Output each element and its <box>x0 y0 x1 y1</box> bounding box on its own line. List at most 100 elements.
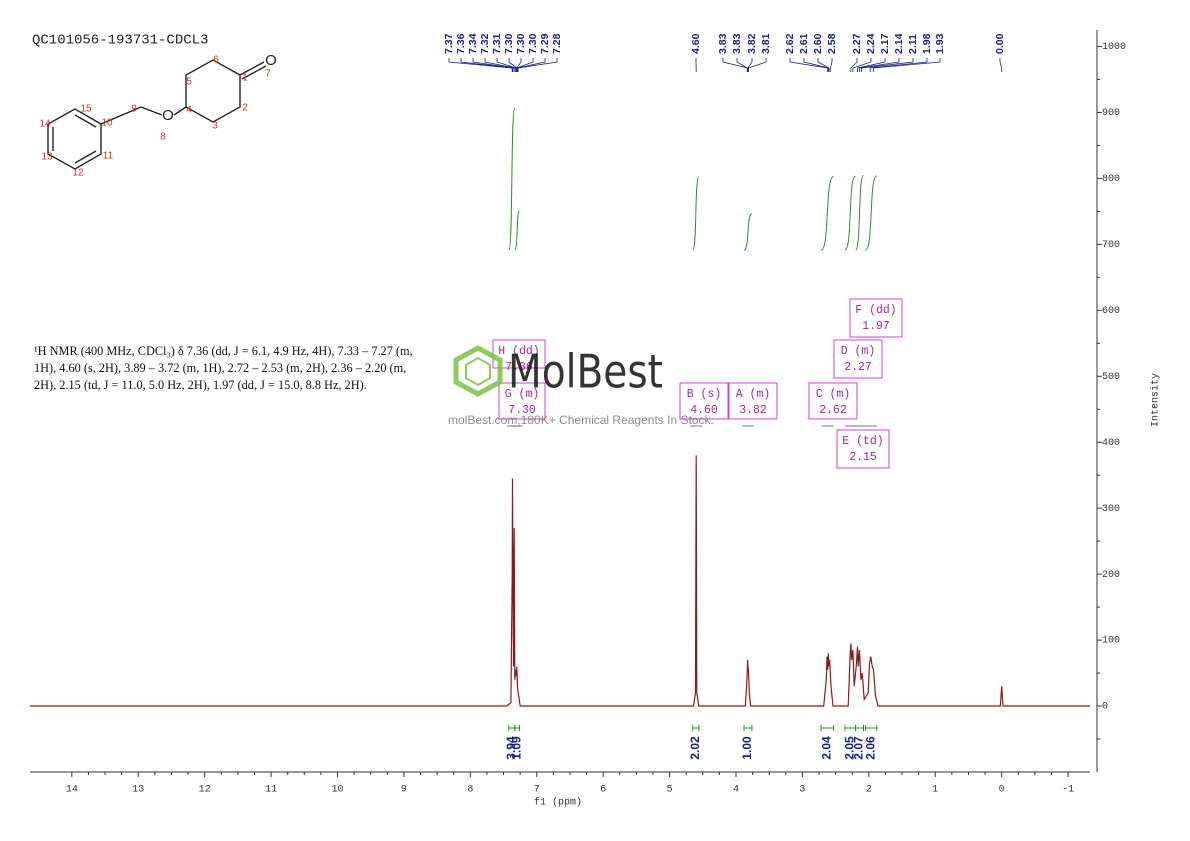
multiplet-box <box>849 298 903 338</box>
peak-pointer <box>722 58 748 72</box>
multiplet-shift: 2.62 <box>819 404 847 417</box>
x-tick-label: 9 <box>401 785 407 796</box>
peak-pointer <box>747 58 753 72</box>
atom: O <box>265 52 277 69</box>
multiplet-box <box>728 382 778 420</box>
atom-label: 7 <box>265 69 271 80</box>
multiplet-box <box>808 382 858 420</box>
x-tick-label: 3 <box>799 785 805 796</box>
integral-bracket <box>844 725 857 731</box>
y-tick-label: 700 <box>1102 240 1120 251</box>
integral-label: 1.09 <box>509 736 523 760</box>
multiplet-shift: 2.27 <box>844 361 872 374</box>
peak-pointer <box>869 58 928 72</box>
y-tick-label: 200 <box>1102 570 1120 581</box>
integral-label: 2.06 <box>863 736 877 760</box>
y-tick-label: 800 <box>1102 174 1120 185</box>
watermark-subtext: molBest.com,180K+ Chemical Reagents In S… <box>448 413 714 427</box>
x-tick-label: 2 <box>866 785 872 796</box>
x-tick-label: 11 <box>265 785 277 796</box>
peak-pointer <box>850 58 858 72</box>
multiplet-shift: 2.15 <box>849 451 877 464</box>
integral-bracket <box>514 725 520 731</box>
peak-pointer <box>873 58 941 72</box>
peak-pointer <box>496 58 517 72</box>
structure <box>47 59 267 170</box>
peak-label: 3.82 <box>746 33 758 54</box>
peak-label: 7.31 <box>491 33 503 54</box>
integral-label: 2.04 <box>819 736 833 760</box>
multiplet-box <box>836 429 890 469</box>
peak-label: 7.34 <box>467 33 479 54</box>
atom-label: 1 <box>242 73 248 84</box>
watermark-icon <box>465 356 491 387</box>
peak-label: 7.36 <box>455 33 467 54</box>
peak-pointer <box>517 58 558 72</box>
x-tick-label: 0 <box>999 785 1005 796</box>
marks: 14 13 12 11 10 9 8 7 6 5 4 3 2 1 0 -1010020030040050060… <box>30 33 1126 796</box>
peak-pointer <box>803 58 829 72</box>
peak-label: 2.11 <box>907 34 919 54</box>
integral-curve <box>514 210 520 251</box>
peak-label: 7.30 <box>503 33 515 54</box>
atom-label: 14 <box>39 119 51 130</box>
integral-bracket <box>508 725 516 731</box>
y-tick-label: 900 <box>1102 108 1120 119</box>
x-tick-label: 6 <box>600 785 606 796</box>
peak-label: 7.29 <box>539 33 551 54</box>
atom-label: 9 <box>131 104 137 115</box>
peak-pointer <box>999 58 1003 72</box>
atom-label: 2 <box>242 103 248 114</box>
integral-label: 2.02 <box>688 736 702 760</box>
x-tick-label: -1 <box>1062 785 1074 796</box>
watermark-text: MolBest <box>508 345 663 399</box>
multiplet-name: E (td) <box>842 435 883 448</box>
integral-bracket <box>820 725 835 731</box>
peak-label: 2.62 <box>784 33 796 54</box>
x-axis-label: f1 (ppm) <box>534 797 582 809</box>
peak-label: 2.60 <box>812 33 824 54</box>
atom-label: 15 <box>80 104 92 115</box>
multiplet-name: H (dd) <box>498 345 539 358</box>
y-tick-label: 0 <box>1102 702 1108 713</box>
bond <box>100 106 142 125</box>
integral-bracket <box>743 725 753 731</box>
x-tick-label: 13 <box>132 785 144 796</box>
atoms: O O 1 2 3 4 5 6 7 8 9 10 11 12 13 14 15 <box>39 52 276 179</box>
peak-pointer <box>829 58 833 72</box>
atom-label: 10 <box>101 118 113 129</box>
y-axis-label: Intensity <box>1150 373 1162 427</box>
peak-pointer <box>857 58 886 72</box>
watermark-icon <box>453 345 503 397</box>
integral-curve <box>508 107 516 251</box>
y-tick-label: 400 <box>1102 438 1120 449</box>
bond <box>173 106 187 116</box>
atom-label: 6 <box>213 55 219 66</box>
integral-curve <box>844 175 857 251</box>
atom-label: 3 <box>212 121 218 132</box>
bond <box>74 150 97 164</box>
peak-label: 3.83 <box>717 33 729 54</box>
spectrum-line <box>30 455 1090 707</box>
bond <box>47 108 102 170</box>
integral-curve <box>743 213 753 251</box>
y-tick-label: 100 <box>1102 636 1120 647</box>
bond <box>239 61 265 76</box>
x-tick-label: 7 <box>534 785 540 796</box>
atom-label: 12 <box>72 168 84 179</box>
y-tick-label: 600 <box>1102 306 1120 317</box>
x-tick-label: 1 <box>932 785 938 796</box>
x-tick-label: 10 <box>331 785 343 796</box>
peak-label: 0.00 <box>994 33 1006 54</box>
peak-pointer <box>852 58 872 72</box>
peak-pointer <box>516 58 534 72</box>
atom-label: 13 <box>41 152 53 163</box>
x-tick-label: 4 <box>733 785 739 796</box>
peak-label: 7.32 <box>479 33 491 54</box>
peak-label: 1.93 <box>934 33 946 54</box>
peak-label: 2.17 <box>879 33 891 54</box>
multiplet-shift: 7.30 <box>508 404 536 417</box>
integral-bracket <box>692 725 700 731</box>
